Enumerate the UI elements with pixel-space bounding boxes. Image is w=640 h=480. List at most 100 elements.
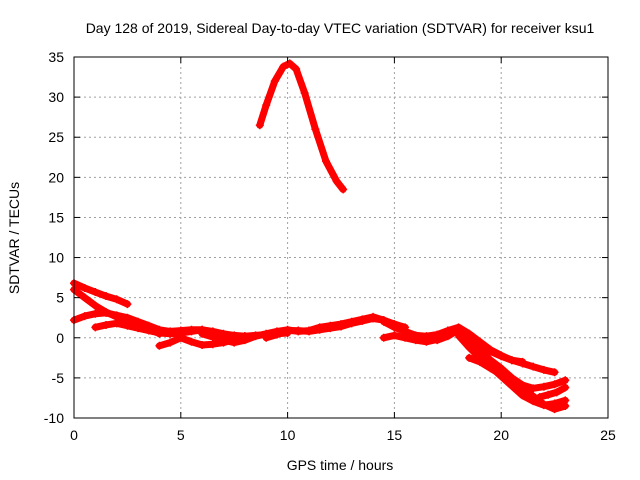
y-tick-label: 15 (48, 209, 64, 225)
data-point (304, 327, 313, 336)
data-point (486, 347, 495, 356)
y-tick-label: -5 (52, 370, 65, 386)
data-point (379, 333, 388, 342)
data-point (208, 340, 217, 349)
data-point (369, 314, 378, 323)
data-point (279, 62, 288, 71)
data-point (379, 317, 388, 326)
data-point (358, 316, 367, 325)
data-point (198, 329, 207, 338)
data-point (80, 312, 89, 321)
y-tick-label: 30 (48, 89, 64, 105)
data-point (294, 326, 303, 335)
data-point (91, 288, 100, 297)
x-tick-label: 0 (70, 427, 78, 443)
data-point (465, 333, 474, 342)
data-point (272, 330, 281, 339)
data-point (529, 384, 538, 393)
series-track-e (112, 312, 164, 338)
x-tick-label: 5 (177, 427, 185, 443)
x-axis-label: GPS time / hours (287, 457, 394, 473)
y-tick-label: 10 (48, 250, 64, 266)
data-point (176, 333, 185, 342)
data-point (187, 337, 196, 346)
data-point (166, 338, 175, 347)
data-point (102, 292, 111, 301)
data-point (300, 89, 309, 98)
data-point (544, 390, 553, 399)
data-point (219, 336, 228, 345)
y-tick-label: 25 (48, 129, 64, 145)
data-point (539, 400, 548, 409)
data-point (112, 312, 121, 321)
x-tick-label: 10 (280, 427, 296, 443)
data-point (465, 343, 474, 352)
data-point (240, 336, 249, 345)
plot-frame (73, 56, 609, 419)
data-point (270, 77, 279, 86)
data-point (91, 323, 100, 332)
data-point (497, 370, 506, 379)
data-point (390, 331, 399, 340)
data-point (337, 322, 345, 331)
data-point (123, 300, 132, 309)
x-tick-label: 15 (387, 427, 403, 443)
data-point (347, 319, 356, 328)
data-point (550, 380, 559, 389)
data-point (539, 365, 548, 374)
data-point (550, 368, 559, 377)
data-point (497, 352, 506, 361)
y-tick-label: 20 (48, 169, 64, 185)
series-track-n (535, 383, 570, 402)
data-point (91, 301, 100, 310)
series-track-peak (255, 59, 348, 194)
y-tick-label: -10 (44, 410, 64, 426)
data-point (102, 308, 111, 317)
data-point (123, 316, 132, 325)
data-point (529, 362, 538, 371)
data-point (518, 384, 527, 393)
data-point (91, 309, 100, 318)
data-point (465, 353, 474, 362)
data-point (283, 326, 292, 335)
data-point (561, 401, 570, 410)
data-point (292, 65, 301, 74)
data-point (134, 318, 143, 327)
data-point (80, 293, 89, 302)
y-axis-label: SDTVAR / TECUs (6, 182, 22, 294)
data-point (155, 341, 164, 350)
data-point (390, 323, 399, 332)
data-point (475, 345, 484, 354)
x-tick-label: 25 (600, 427, 616, 443)
data-point (230, 338, 239, 347)
data-point (155, 329, 164, 338)
data-point (80, 284, 89, 293)
data-point (208, 332, 217, 341)
series-line (256, 59, 347, 193)
data-point (486, 364, 495, 373)
data-point (144, 324, 153, 333)
data-point (433, 336, 442, 345)
data-point (311, 125, 320, 134)
data-point (339, 185, 348, 194)
data-point (550, 405, 559, 414)
data-point (315, 325, 324, 334)
x-tick-label: 20 (493, 427, 509, 443)
data-point (518, 391, 527, 400)
data-point (187, 327, 196, 336)
data-point (507, 356, 516, 365)
data-point (535, 393, 544, 402)
series-track-m (465, 353, 570, 414)
data-point (552, 388, 561, 397)
data-point (422, 337, 431, 346)
data-point (251, 332, 260, 341)
series-line (465, 354, 569, 413)
data-point (561, 376, 570, 385)
y-tick-label: 35 (48, 49, 64, 65)
data-point (322, 157, 331, 166)
data-point (166, 329, 175, 338)
data-point (507, 376, 516, 385)
data-point (112, 295, 121, 304)
data-point (198, 340, 207, 349)
data-point (539, 382, 548, 391)
